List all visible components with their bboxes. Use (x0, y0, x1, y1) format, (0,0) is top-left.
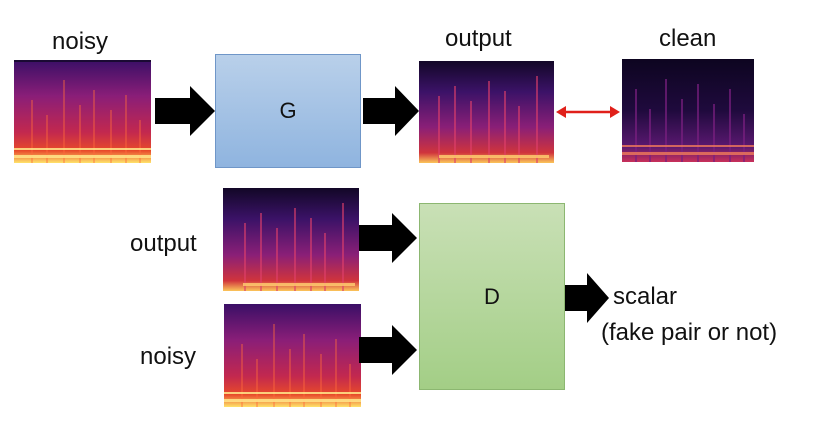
noisy-spectrogram-image (14, 60, 151, 163)
clean-target-label: clean (659, 25, 717, 52)
output-spectrogram-image (419, 61, 554, 163)
noisy-spectrogram-image (224, 304, 361, 407)
generator-block: G (215, 54, 361, 168)
flow-arrow-icon (363, 86, 419, 136)
discriminator-noisy-label: noisy (140, 343, 197, 370)
compare-double-arrow-icon (556, 106, 620, 118)
output-spectrogram-image (223, 188, 359, 291)
scalar-output-label: scalar (613, 283, 678, 310)
clean-spectrogram-image (622, 59, 754, 162)
flow-arrow-icon (565, 273, 609, 323)
flow-arrow-icon (155, 86, 215, 136)
discriminator-block: D (419, 203, 565, 390)
generator-output-label: output (445, 25, 512, 52)
discriminator-output-label: output (130, 230, 197, 257)
flow-arrow-icon (359, 213, 417, 263)
noisy-input-label: noisy (52, 28, 109, 55)
flow-arrow-icon (359, 325, 417, 375)
scalar-description-label: (fake pair or not) (601, 319, 778, 346)
